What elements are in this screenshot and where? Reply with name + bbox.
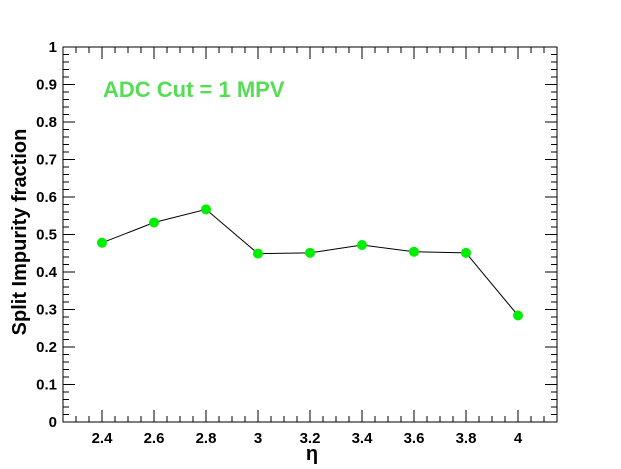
data-point <box>253 248 263 259</box>
x-tick-label: 2.6 <box>144 430 165 447</box>
x-tick-labels: 2.4 2.6 2.8 3 3.2 3.4 3.6 3.8 4 <box>92 430 523 447</box>
plot-frame <box>62 46 558 423</box>
y-tick-label: 0.6 <box>36 189 57 206</box>
data-point <box>149 217 159 228</box>
chart-annotation: ADC Cut = 1 MPV <box>103 77 285 102</box>
y-tick-label: 1 <box>49 39 57 56</box>
data-point <box>409 246 419 257</box>
data-point <box>305 247 315 258</box>
y-tick-label: 0.9 <box>36 77 57 94</box>
data-point <box>97 237 107 248</box>
data-point <box>461 247 471 258</box>
x-tick-label: 3.4 <box>352 430 374 447</box>
series-line <box>101 208 519 316</box>
x-tick-label: 3.2 <box>300 430 321 447</box>
data-point <box>513 310 523 321</box>
x-tick-label: 3.6 <box>404 430 425 447</box>
y-tick-labels: 0 0.1 0.2 0.3 0.4 0.5 0.6 0.7 0.8 0.9 1 <box>36 39 58 431</box>
y-tick-label: 0 <box>49 414 57 431</box>
data-point <box>357 240 367 250</box>
x-tick-label: 2.8 <box>196 430 217 447</box>
x-tick-label: 2.4 <box>92 430 114 447</box>
y-tick-label: 0.8 <box>36 114 57 131</box>
y-tick-label: 0.2 <box>36 339 57 356</box>
axes <box>62 46 558 423</box>
x-tick-label: 4 <box>514 430 523 447</box>
y-axis-title: Split Impurity fraction <box>9 129 31 336</box>
data-point <box>201 204 211 215</box>
x-axis-title: η <box>306 443 318 465</box>
x-tick-label: 3.8 <box>456 430 477 447</box>
y-tick-label: 0.5 <box>36 227 57 244</box>
y-tick-label: 0.3 <box>36 302 57 319</box>
y-tick-label: 0.7 <box>36 152 57 169</box>
data-markers <box>97 204 523 321</box>
x-tick-label: 3 <box>254 430 262 447</box>
y-tick-label: 0.1 <box>36 377 57 394</box>
y-tick-label: 0.4 <box>36 264 58 281</box>
